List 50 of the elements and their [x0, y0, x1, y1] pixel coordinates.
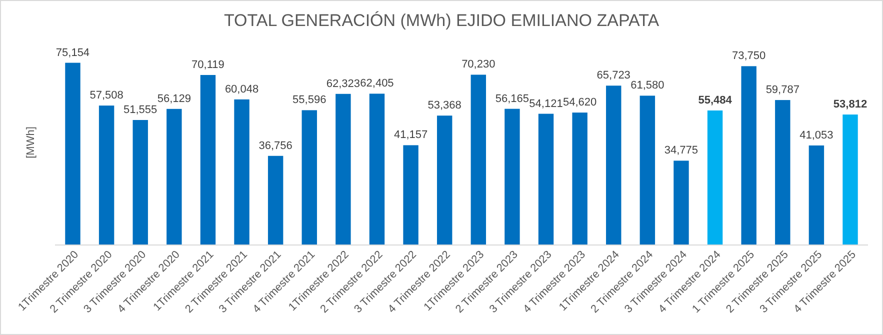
bar — [200, 74, 216, 245]
data-label: 34,775 — [664, 144, 698, 157]
data-label: 62,323 — [326, 78, 360, 90]
data-label: 59,787 — [766, 84, 800, 96]
bar — [504, 108, 520, 245]
data-label: 41,157 — [394, 129, 428, 142]
bar — [132, 120, 148, 245]
bar — [403, 145, 418, 245]
data-label: 61,580 — [630, 80, 664, 92]
data-label: 70,119 — [192, 58, 224, 71]
bar — [436, 116, 452, 245]
data-label: 75,154 — [56, 46, 90, 59]
bar — [470, 74, 486, 245]
data-label: 62,405 — [360, 78, 394, 90]
data-label: 65,723 — [596, 70, 630, 82]
data-label: 60,048 — [224, 83, 259, 96]
bar — [336, 94, 351, 245]
data-label: 56,129 — [157, 92, 191, 105]
data-label: 53,368 — [428, 100, 462, 112]
bar — [842, 114, 858, 245]
bar — [65, 62, 80, 245]
data-label: 54,620 — [562, 96, 597, 109]
data-label: 55,484 — [698, 94, 733, 106]
bar — [741, 66, 756, 245]
bar — [302, 110, 317, 245]
bar — [98, 106, 114, 245]
data-label: 51,555 — [124, 104, 158, 116]
bar — [166, 108, 182, 245]
bar — [640, 96, 656, 245]
bar — [707, 110, 723, 245]
data-label: 70,230 — [462, 58, 496, 71]
data-label: 41,053 — [800, 129, 834, 142]
bar — [606, 86, 622, 245]
data-label: 54,121 — [529, 98, 563, 110]
data-label: 36,756 — [258, 140, 292, 152]
bar — [538, 114, 554, 245]
y-axis-title: [MWh] — [25, 126, 37, 158]
bar — [369, 94, 385, 245]
bar — [775, 100, 790, 245]
bar — [268, 156, 284, 245]
data-label: 56,165 — [495, 92, 530, 105]
data-label: 55,596 — [292, 94, 326, 106]
bar — [808, 145, 824, 245]
data-label: 53,812 — [833, 98, 868, 111]
bar — [234, 99, 250, 245]
data-label: 57,508 — [90, 90, 124, 102]
bar — [572, 112, 588, 245]
data-label: 73,750 — [732, 50, 766, 62]
bar — [674, 160, 689, 245]
chart-title: TOTAL GENERACIÓN (MWh) EJIDO EMILIANO ZAPATA — [224, 11, 660, 30]
